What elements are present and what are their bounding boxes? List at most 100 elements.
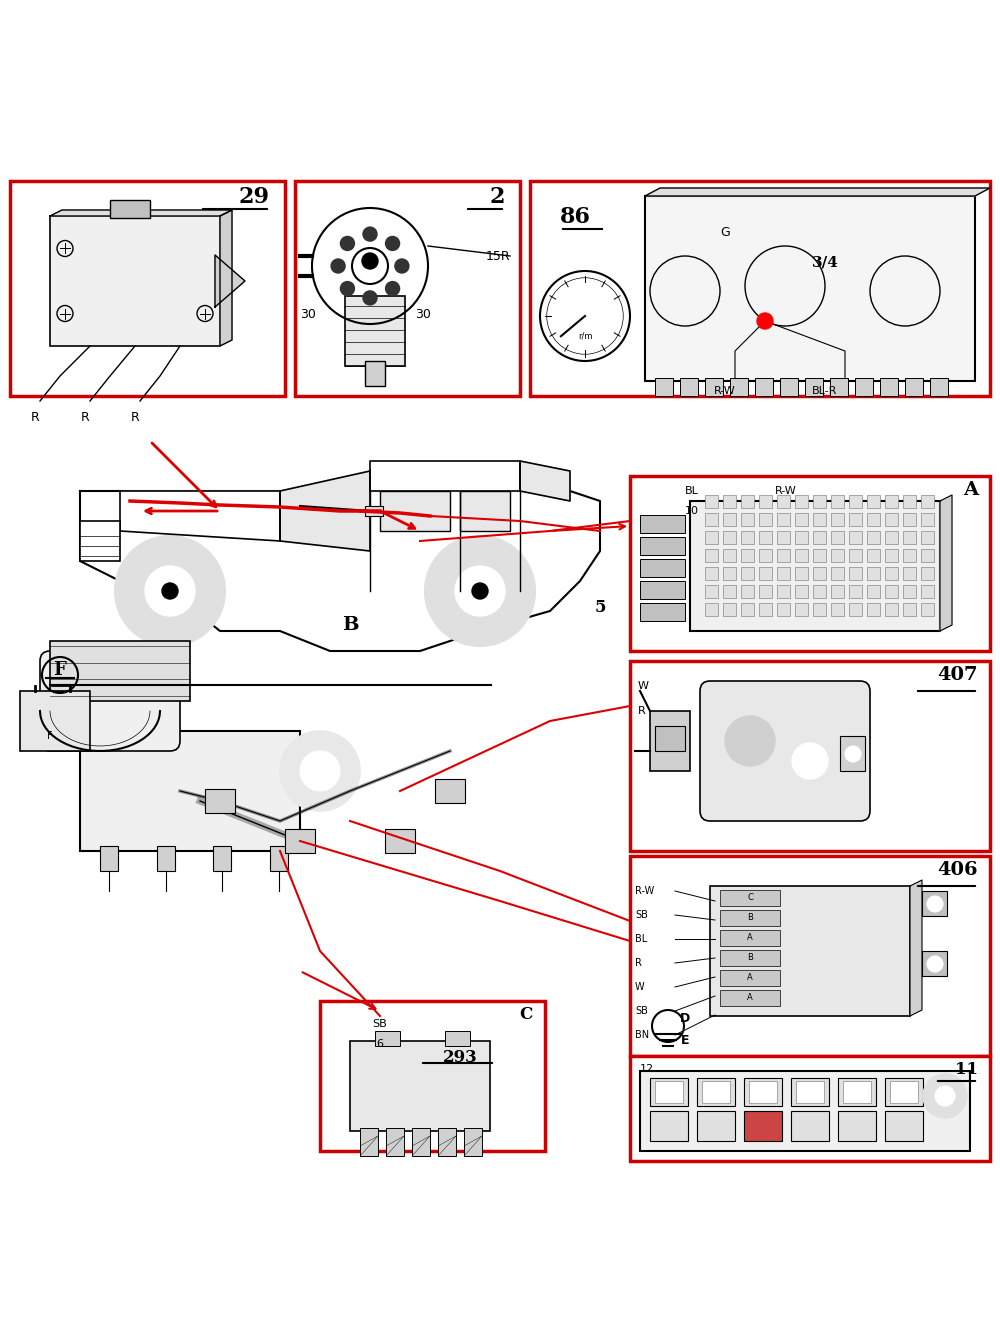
Bar [813,549,826,562]
Bar [849,513,862,526]
Bar [365,506,383,517]
Bar [157,845,175,871]
Polygon shape [645,188,990,196]
Bar [885,549,898,562]
Bar [885,585,898,599]
Bar [723,585,736,599]
Bar [849,549,862,562]
Bar [723,603,736,616]
Text: A: A [747,973,753,982]
Text: BL-R: BL-R [812,386,838,396]
FancyBboxPatch shape [700,680,870,821]
Bar [697,1078,735,1106]
Bar [795,495,808,509]
Bar [777,531,790,544]
Text: R: R [81,411,89,424]
Bar [921,513,934,526]
Text: A: A [747,934,753,942]
Bar [921,585,934,599]
Circle shape [340,236,354,251]
Circle shape [725,717,775,766]
Circle shape [340,282,354,295]
Polygon shape [50,209,232,216]
Text: C: C [747,894,753,903]
Bar [903,603,916,616]
Bar [849,603,862,616]
Bar [903,568,916,580]
Bar [412,1129,430,1155]
Text: R: R [31,411,39,424]
Bar [885,1111,923,1141]
Bar [50,216,220,346]
Bar [630,1056,990,1161]
Bar [867,568,880,580]
Bar [921,495,934,509]
Polygon shape [220,209,232,346]
Bar [831,549,844,562]
Bar [630,662,990,851]
Bar [80,731,300,851]
Circle shape [935,1086,955,1106]
Bar [295,181,520,396]
Bar [655,1082,683,1103]
Text: D: D [680,1012,690,1024]
Text: 3/4: 3/4 [812,256,838,270]
Bar [921,568,934,580]
Circle shape [472,582,488,599]
Bar [705,531,718,544]
Bar [723,549,736,562]
Bar [795,549,808,562]
Polygon shape [520,462,570,501]
Bar [795,513,808,526]
Bar [705,378,723,396]
Polygon shape [120,491,280,541]
Bar [777,495,790,509]
Bar [922,891,947,917]
Bar [655,378,673,396]
Bar [759,513,772,526]
Circle shape [395,259,409,272]
Bar [744,1111,782,1141]
Circle shape [425,535,535,646]
Bar [110,200,150,217]
Bar [777,585,790,599]
Text: E: E [681,1035,689,1048]
Circle shape [455,566,505,616]
Bar [830,378,848,396]
Bar [813,495,826,509]
Circle shape [792,743,828,778]
Text: R-W: R-W [775,486,797,497]
FancyBboxPatch shape [40,651,180,752]
Text: B: B [747,954,753,962]
Bar [680,378,698,396]
Text: R-W: R-W [714,386,736,396]
Circle shape [386,236,400,251]
Bar [80,521,120,561]
Bar [831,585,844,599]
Bar [749,1082,777,1103]
Bar [885,495,898,509]
Bar [350,1041,490,1131]
Bar [730,378,748,396]
Bar [903,585,916,599]
Text: F: F [47,731,53,741]
Text: R: R [638,706,646,717]
Bar [741,549,754,562]
Bar [20,691,90,752]
Bar [759,568,772,580]
Bar [720,890,780,906]
Bar [720,990,780,1006]
Bar [710,886,910,1016]
Bar [903,495,916,509]
Bar [885,568,898,580]
Bar [867,513,880,526]
Bar [630,476,990,651]
Bar [213,845,231,871]
Bar [10,181,285,396]
Bar [903,549,916,562]
Bar [777,513,790,526]
Bar [755,378,773,396]
Text: BL: BL [685,486,699,497]
Bar [386,1129,404,1155]
Bar [720,970,780,986]
